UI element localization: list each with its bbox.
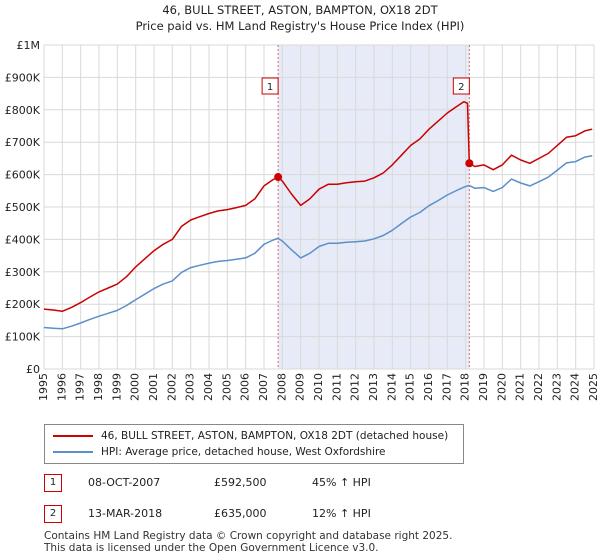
legend-item-property: 46, BULL STREET, ASTON, BAMPTON, OX18 2D…: [53, 428, 448, 444]
annotation-label: 2: [458, 82, 464, 93]
x-tick-label: 2023: [550, 373, 563, 401]
transaction-hpi-change: 45% ↑ HPI: [312, 476, 371, 489]
sale-point: [274, 173, 283, 182]
legend-label-hpi: HPI: Average price, detached house, West…: [101, 446, 386, 458]
y-tick-label: £600K: [5, 169, 41, 182]
legend-swatch-hpi: [53, 451, 93, 453]
series-lines: [43, 100, 593, 330]
x-tick-label: 2024: [569, 373, 582, 401]
hpi-line: [43, 155, 593, 330]
legend: 46, BULL STREET, ASTON, BAMPTON, OX18 2D…: [44, 424, 464, 464]
y-tick-label: £900K: [5, 71, 41, 84]
x-tick-label: 2000: [129, 373, 142, 401]
x-tick-label: 2002: [165, 373, 178, 401]
legend-swatch-property: [53, 435, 93, 437]
chart-title: 46, BULL STREET, ASTON, BAMPTON, OX18 2D…: [162, 3, 438, 17]
y-tick-label: £200K: [5, 298, 41, 311]
footer-line-2: This data is licensed under the Open Gov…: [44, 542, 379, 554]
x-tick-label: 2009: [294, 373, 307, 401]
footer-attribution: Contains HM Land Registry data © Crown c…: [44, 530, 452, 554]
y-tick-label: £300K: [5, 266, 41, 279]
y-tick-label: £700K: [5, 136, 41, 149]
footer-line-1: Contains HM Land Registry data © Crown c…: [44, 530, 453, 542]
x-tick-label: 2016: [422, 373, 435, 401]
x-tick-label: 2013: [367, 373, 380, 401]
x-tick-label: 1997: [74, 373, 87, 401]
x-tick-label: 1998: [92, 373, 105, 401]
property-price-line: [43, 100, 593, 313]
x-tick-label: 2011: [330, 373, 343, 401]
x-tick-label: 2020: [495, 373, 508, 401]
x-tick-label: 2008: [275, 373, 288, 401]
x-tick-label: 2006: [239, 373, 252, 401]
sale-points: [274, 159, 474, 182]
x-tick-label: 2021: [514, 373, 527, 401]
x-tick-label: 2015: [404, 373, 417, 401]
y-tick-label: £500K: [5, 201, 41, 214]
transaction-price: £592,500: [214, 476, 267, 489]
transaction-date: 13-MAR-2018: [88, 507, 163, 520]
sale-point: [465, 159, 474, 168]
grid-lines: [43, 44, 595, 370]
x-tick-label: 2022: [532, 373, 545, 401]
x-tick-label: 2004: [202, 373, 215, 401]
x-tick-label: 1996: [55, 373, 68, 401]
annotation-box: [452, 77, 470, 95]
y-tick-label: £1M: [17, 39, 41, 52]
x-tick-label: 1995: [37, 373, 50, 401]
axis-ticks: £0 £100K £200K £300K £400K £500K £600K £700K £80…: [5, 39, 600, 401]
y-tick-label: £800K: [5, 104, 41, 117]
transaction-date: 08-OCT-2007: [88, 476, 161, 489]
x-tick-label: 2010: [312, 373, 325, 401]
legend-label-property: 46, BULL STREET, ASTON, BAMPTON, OX18 2D…: [101, 430, 449, 442]
x-tick-label: 1999: [110, 373, 123, 401]
x-tick-label: 2017: [440, 373, 453, 401]
x-tick-label: 2001: [147, 373, 160, 401]
transaction-number-badge: 2: [44, 505, 62, 523]
x-tick-label: 2003: [184, 373, 197, 401]
x-tick-label: 2018: [459, 373, 472, 401]
legend-item-hpi: HPI: Average price, detached house, West…: [53, 444, 386, 460]
annotation-box: [261, 77, 279, 95]
x-tick-label: 2025: [587, 373, 600, 401]
y-tick-label: £100K: [5, 331, 41, 344]
x-tick-label: 2019: [477, 373, 490, 401]
x-tick-label: 2005: [220, 373, 233, 401]
price-chart: 46, BULL STREET, ASTON, BAMPTON, OX18 2D…: [5, 3, 600, 401]
annotation-label: 1: [267, 82, 273, 93]
chart-subtitle: Price paid vs. HM Land Registry's House …: [136, 19, 465, 33]
transaction-hpi-change: 12% ↑ HPI: [312, 507, 371, 520]
x-tick-label: 2007: [257, 373, 270, 401]
x-tick-label: 2014: [385, 373, 398, 401]
sale-marker-lines: [277, 45, 470, 369]
transaction-number-badge: 1: [44, 474, 62, 492]
x-tick-label: 2012: [349, 373, 362, 401]
y-tick-label: £0: [26, 363, 40, 376]
y-tick-label: £400K: [5, 233, 41, 246]
transaction-price: £635,000: [214, 507, 267, 520]
